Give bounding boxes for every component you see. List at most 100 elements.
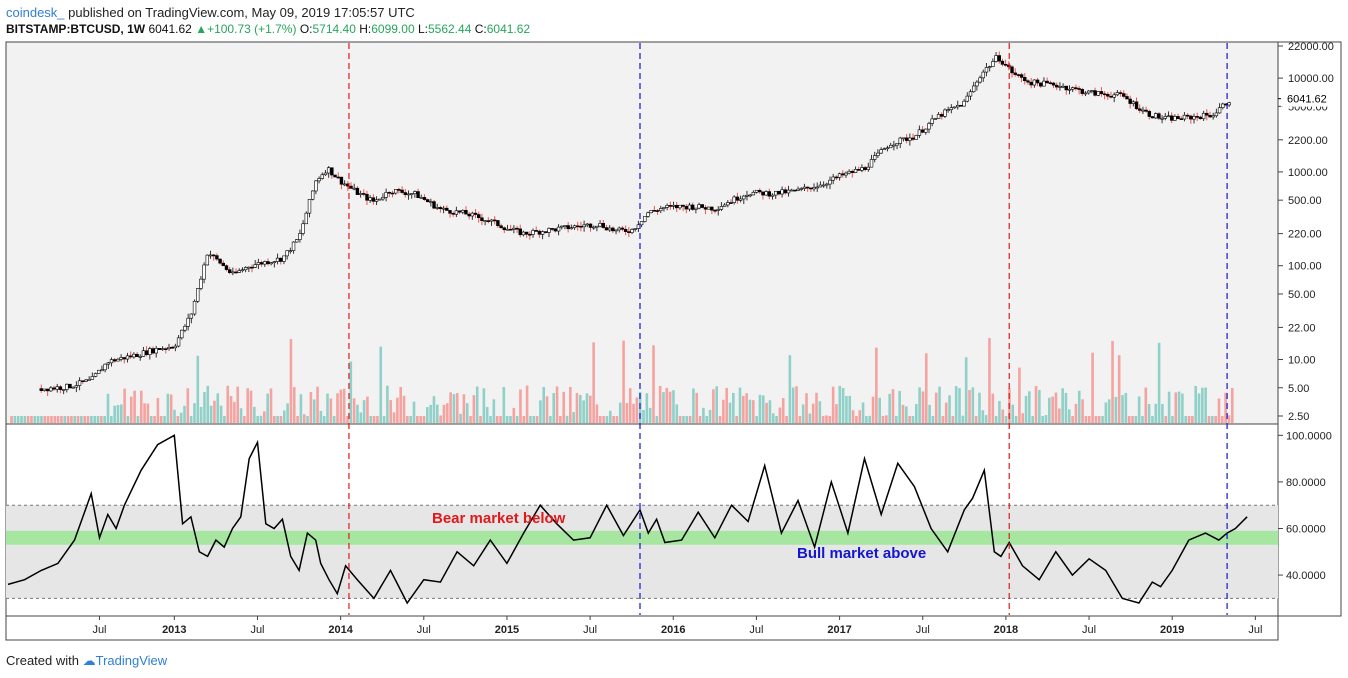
- volume-bar: [648, 407, 652, 423]
- volume-bar: [808, 413, 812, 423]
- volume-bar: [256, 416, 259, 423]
- volume-bar: [974, 416, 978, 423]
- price-axis[interactable]: [1277, 41, 1342, 617]
- candle-body: [467, 213, 471, 217]
- volume-bar: [1214, 416, 1217, 423]
- candle-body: [189, 313, 194, 319]
- candle-body: [480, 217, 484, 221]
- volume-bar: [592, 342, 595, 423]
- candle-body: [486, 220, 491, 222]
- tradingview-link[interactable]: TradingView: [95, 653, 168, 668]
- volume-bar: [838, 385, 842, 423]
- price-pane[interactable]: [5, 41, 1279, 425]
- candle-body: [984, 67, 989, 73]
- candle-body: [202, 264, 206, 280]
- candle-body: [1032, 79, 1037, 86]
- volume-bar: [136, 416, 140, 423]
- volume-bar: [1094, 416, 1098, 423]
- volume-bar: [1201, 387, 1204, 423]
- candle-body: [1189, 115, 1193, 120]
- candle-body: [767, 191, 772, 197]
- candle-body: [818, 184, 823, 188]
- candle-body: [943, 109, 947, 117]
- candle-body: [122, 357, 126, 360]
- candle-body: [90, 376, 95, 380]
- volume-bar: [841, 388, 845, 423]
- candle-body: [304, 212, 309, 225]
- oscillator-axis-label: 60.0000: [1286, 523, 1326, 535]
- candle-body: [275, 257, 280, 262]
- time-axis[interactable]: [5, 615, 1279, 641]
- tradingview-logo-icon[interactable]: ☁: [82, 653, 96, 668]
- volume-bar: [153, 416, 156, 423]
- candle-body: [1131, 101, 1136, 104]
- candle-body: [512, 227, 516, 230]
- candle-body: [930, 118, 934, 124]
- candle-body: [914, 135, 918, 140]
- volume-bar: [339, 389, 343, 423]
- volume-bar: [509, 416, 512, 423]
- candle-body: [237, 270, 241, 273]
- volume-bar: [1124, 392, 1128, 423]
- candle-body: [703, 207, 708, 210]
- volume-bar: [618, 402, 622, 423]
- volume-bar: [276, 416, 279, 423]
- volume-bar: [1161, 403, 1164, 423]
- candle-body: [84, 379, 88, 382]
- volume-bar: [628, 388, 632, 423]
- candle-body: [461, 210, 465, 213]
- volume-bar: [263, 411, 266, 423]
- volume-bar: [1174, 392, 1178, 423]
- candle-body: [368, 197, 372, 201]
- volume-bar: [236, 386, 240, 423]
- volume-bar: [60, 416, 63, 423]
- candle-body: [1169, 115, 1174, 121]
- volume-bar: [409, 416, 412, 423]
- oscillator-line: [7, 434, 1248, 605]
- candle-body: [927, 123, 931, 130]
- volume-bar: [948, 395, 951, 423]
- change-arrow-icon: ▲: [195, 22, 208, 36]
- volume-bar: [266, 393, 269, 423]
- candle-body: [738, 198, 743, 201]
- volume-bar: [206, 385, 210, 423]
- candle-body: [764, 191, 768, 196]
- candle-body: [1118, 92, 1123, 94]
- candle-body: [1134, 101, 1139, 110]
- volume-bar: [858, 410, 862, 423]
- volume-bar: [788, 355, 792, 423]
- volume-bar: [382, 416, 386, 423]
- volume-bar: [562, 391, 565, 423]
- author-link[interactable]: coindesk_: [6, 5, 65, 20]
- candle-body: [777, 190, 781, 195]
- volume-bar: [146, 403, 150, 423]
- candle-body: [780, 189, 784, 195]
- candle-body: [853, 169, 858, 173]
- candle-body: [87, 379, 91, 381]
- ohlc-line: BITSTAMP:BTCUSD, 1W 6041.62 ▲+100.73 (+1…: [6, 22, 530, 36]
- volume-bar: [961, 415, 965, 423]
- candle-body: [384, 191, 388, 198]
- candle-body: [722, 204, 727, 207]
- volume-bar: [356, 404, 359, 423]
- candle-body: [52, 387, 56, 390]
- volume-bar: [938, 386, 941, 423]
- candle-body: [866, 166, 871, 170]
- candle-body: [160, 348, 165, 350]
- candle-body: [1058, 86, 1062, 88]
- volume-bar: [635, 397, 639, 423]
- time-axis-label: Jul: [1248, 624, 1262, 636]
- volume-bar: [712, 389, 715, 423]
- volume-bar: [366, 396, 369, 423]
- candle-body: [298, 233, 302, 240]
- volume-bar: [40, 416, 43, 423]
- volume-bar: [36, 416, 40, 423]
- candle-body: [1208, 114, 1212, 118]
- volume-bar: [449, 392, 452, 423]
- candle-body: [1166, 115, 1171, 118]
- candle-body: [240, 269, 245, 272]
- candle-body: [1003, 64, 1008, 66]
- volume-bar: [359, 412, 363, 423]
- candle-body: [920, 129, 925, 133]
